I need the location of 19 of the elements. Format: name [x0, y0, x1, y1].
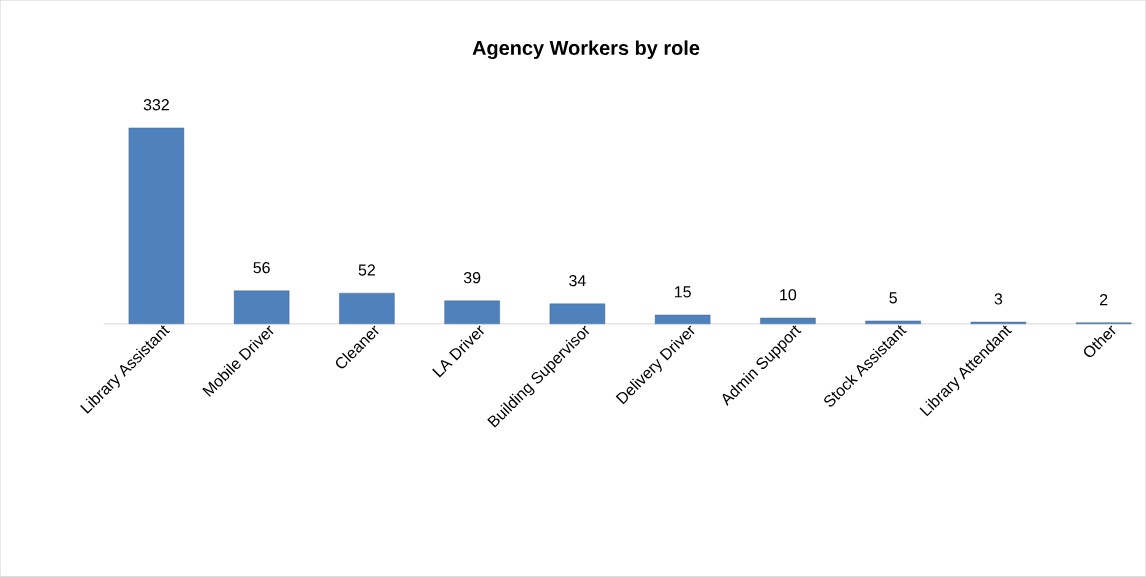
- data-label: 39: [463, 272, 481, 284]
- bar: [233, 290, 290, 325]
- data-label: 10: [780, 289, 797, 301]
- bar: [760, 317, 816, 325]
- data-label: 15: [675, 286, 691, 298]
- data-label: 56: [253, 262, 270, 274]
- data-label: 332: [143, 99, 169, 111]
- bar: [444, 300, 500, 325]
- bar: [339, 293, 395, 325]
- bar: [654, 314, 711, 325]
- data-label: 2: [1100, 294, 1108, 306]
- data-label: 52: [358, 264, 375, 276]
- data-label: 5: [889, 292, 897, 304]
- data-label: 34: [569, 275, 586, 287]
- bar: [549, 303, 606, 325]
- bar: [128, 127, 185, 325]
- bar: [865, 320, 921, 325]
- data-label: 3: [994, 293, 1003, 305]
- chart-title: Agency Workers by role: [472, 40, 700, 60]
